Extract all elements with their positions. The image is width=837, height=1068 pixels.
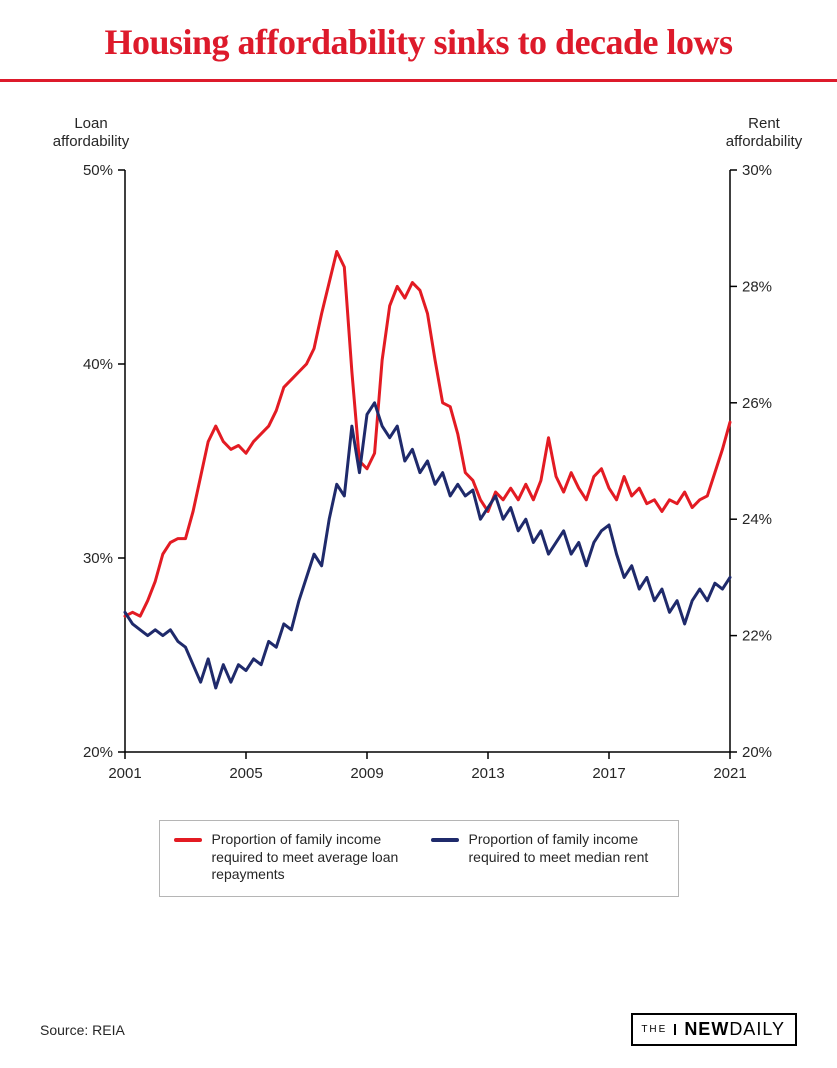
svg-text:20%: 20% (83, 744, 113, 761)
svg-text:28%: 28% (742, 279, 772, 296)
chart-container: 2001 2005 2009 2013 2017 2021 20% 30% 40% 50% 20% 2… (0, 82, 837, 897)
svg-text:40%: 40% (83, 356, 113, 373)
svg-text:24%: 24% (742, 512, 772, 529)
legend: Proportion of family income required to … (159, 820, 679, 897)
legend-swatch-rent (431, 838, 459, 842)
svg-text:affordability: affordability (53, 133, 130, 150)
svg-text:2017: 2017 (592, 765, 625, 782)
svg-text:2001: 2001 (108, 765, 141, 782)
svg-text:20%: 20% (742, 744, 772, 761)
brand-newdaily: NEWDAILY (684, 1019, 785, 1040)
legend-swatch-loan (174, 838, 202, 842)
legend-label-loan: Proportion of family income required to … (212, 831, 407, 884)
svg-text:50%: 50% (83, 162, 113, 179)
svg-text:2009: 2009 (350, 765, 383, 782)
svg-text:30%: 30% (83, 550, 113, 567)
line-chart: 2001 2005 2009 2013 2017 2021 20% 30% 40% 50% 20% 2… (30, 102, 807, 802)
svg-text:26%: 26% (742, 395, 772, 412)
svg-text:Loan: Loan (74, 115, 107, 132)
svg-text:2021: 2021 (713, 765, 746, 782)
brand-logo: THE NEWDAILY (631, 1013, 797, 1046)
legend-label-rent: Proportion of family income required to … (469, 831, 664, 884)
svg-text:30%: 30% (742, 162, 772, 179)
svg-text:22%: 22% (742, 628, 772, 645)
legend-item-rent: Proportion of family income required to … (431, 831, 664, 884)
svg-text:2013: 2013 (471, 765, 504, 782)
chart-title: Housing affordability sinks to decade lo… (0, 0, 837, 79)
brand-the: THE (641, 1024, 676, 1035)
svg-text:Rent: Rent (748, 115, 781, 132)
legend-item-loan: Proportion of family income required to … (174, 831, 407, 884)
svg-text:2005: 2005 (229, 765, 262, 782)
svg-text:affordability: affordability (726, 133, 803, 150)
source-label: Source: REIA (40, 1022, 125, 1038)
